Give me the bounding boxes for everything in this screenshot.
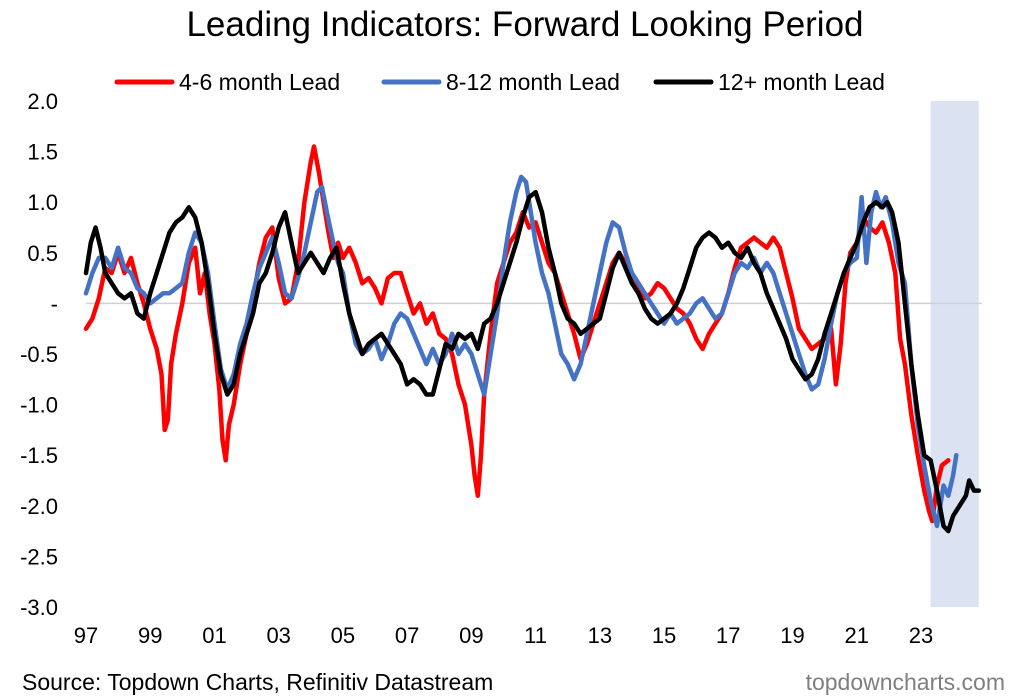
forecast-band: [930, 101, 979, 607]
legend-label: 12+ month Lead: [718, 69, 885, 95]
y-tick-label: -2.0: [20, 494, 58, 519]
x-tick-label: 01: [202, 623, 226, 648]
x-tick-label: 21: [845, 623, 869, 648]
y-tick-label: -0.5: [20, 342, 58, 367]
y-axis: 2.0 1.5 1.0 0.5 - -0.5 -1.0 -1.5 -2.0 -2.5 -3.0: [20, 89, 58, 620]
x-tick-label: 09: [459, 623, 483, 648]
y-tick-label: 1.5: [27, 140, 58, 165]
x-tick-label: 07: [395, 623, 419, 648]
y-tick-label: -2.5: [20, 544, 58, 569]
x-tick-label: 97: [74, 623, 98, 648]
x-tick-label: 03: [266, 623, 290, 648]
y-tick-label: 0.5: [27, 241, 58, 266]
x-tick-label: 05: [331, 623, 355, 648]
series-line-1: [83, 144, 951, 524]
watermark: topdowncharts.com: [806, 669, 1005, 695]
x-tick-label: 99: [138, 623, 162, 648]
y-tick-label: 2.0: [27, 89, 58, 114]
legend-item-3: 12+ month Lead: [653, 69, 885, 95]
legend-label: 8-12 month Lead: [446, 69, 620, 95]
chart-title: Leading Indicators: Forward Looking Peri…: [186, 5, 863, 44]
series-layer: [83, 144, 982, 534]
source-note: Source: Topdown Charts, Refinitiv Datast…: [22, 669, 493, 695]
legend-item-1: 4-6 month Lead: [114, 69, 340, 95]
y-tick-label: -: [51, 291, 58, 316]
x-tick-label: 11: [524, 623, 547, 648]
x-tick-label: 19: [780, 623, 804, 648]
x-tick-label: 17: [716, 623, 740, 648]
forecast-band-layer: [930, 101, 979, 607]
x-axis: 97 99 01 03 05 07 09 11 13 15 17 19 21 23: [74, 623, 933, 648]
x-tick-label: 15: [652, 623, 676, 648]
y-tick-label: -3.0: [20, 595, 58, 620]
legend-label: 4-6 month Lead: [179, 69, 340, 95]
series-line-3: [83, 189, 982, 534]
legend-item-2: 8-12 month Lead: [381, 69, 620, 95]
y-tick-label: -1.5: [20, 443, 58, 468]
legend: 4-6 month Lead 8-12 month Lead 12+ month L…: [114, 69, 885, 95]
y-tick-label: 1.0: [27, 190, 58, 215]
y-tick-label: -1.0: [20, 393, 58, 418]
x-tick-label: 23: [909, 623, 933, 648]
x-tick-label: 13: [588, 623, 612, 648]
